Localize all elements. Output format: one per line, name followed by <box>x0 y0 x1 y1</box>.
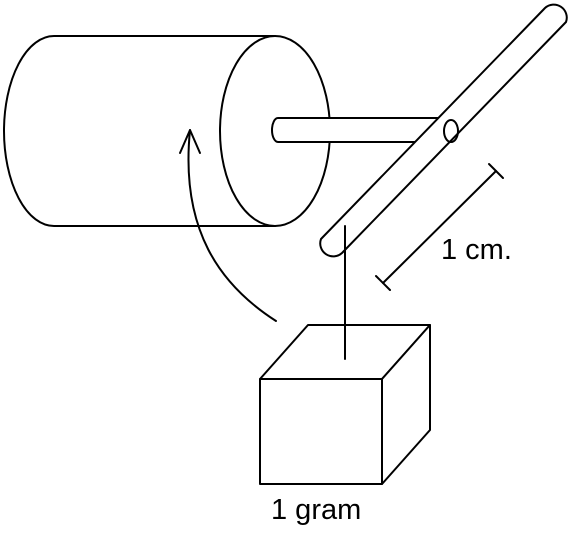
motor-cylinder <box>3 35 331 227</box>
rotation-arrow <box>179 129 277 322</box>
cube-front-face <box>259 378 383 485</box>
lever-arm <box>319 3 568 258</box>
mass-label: 1 gram <box>271 494 361 526</box>
motor-shaft-body <box>271 117 446 143</box>
weight-cube <box>259 324 431 485</box>
length-dimension-tick-top <box>488 163 504 179</box>
length-dimension <box>375 163 504 291</box>
rotation-arrow-curve <box>187 129 277 322</box>
motor-shaft <box>271 117 446 143</box>
motor-cylinder-body <box>3 35 276 227</box>
length-label: 1 cm. <box>441 234 512 266</box>
rotation-arrow-head <box>179 129 201 154</box>
lever-pivot-hole <box>443 119 459 143</box>
length-dimension-tick-bottom <box>375 275 391 291</box>
length-dimension-line <box>382 170 497 284</box>
